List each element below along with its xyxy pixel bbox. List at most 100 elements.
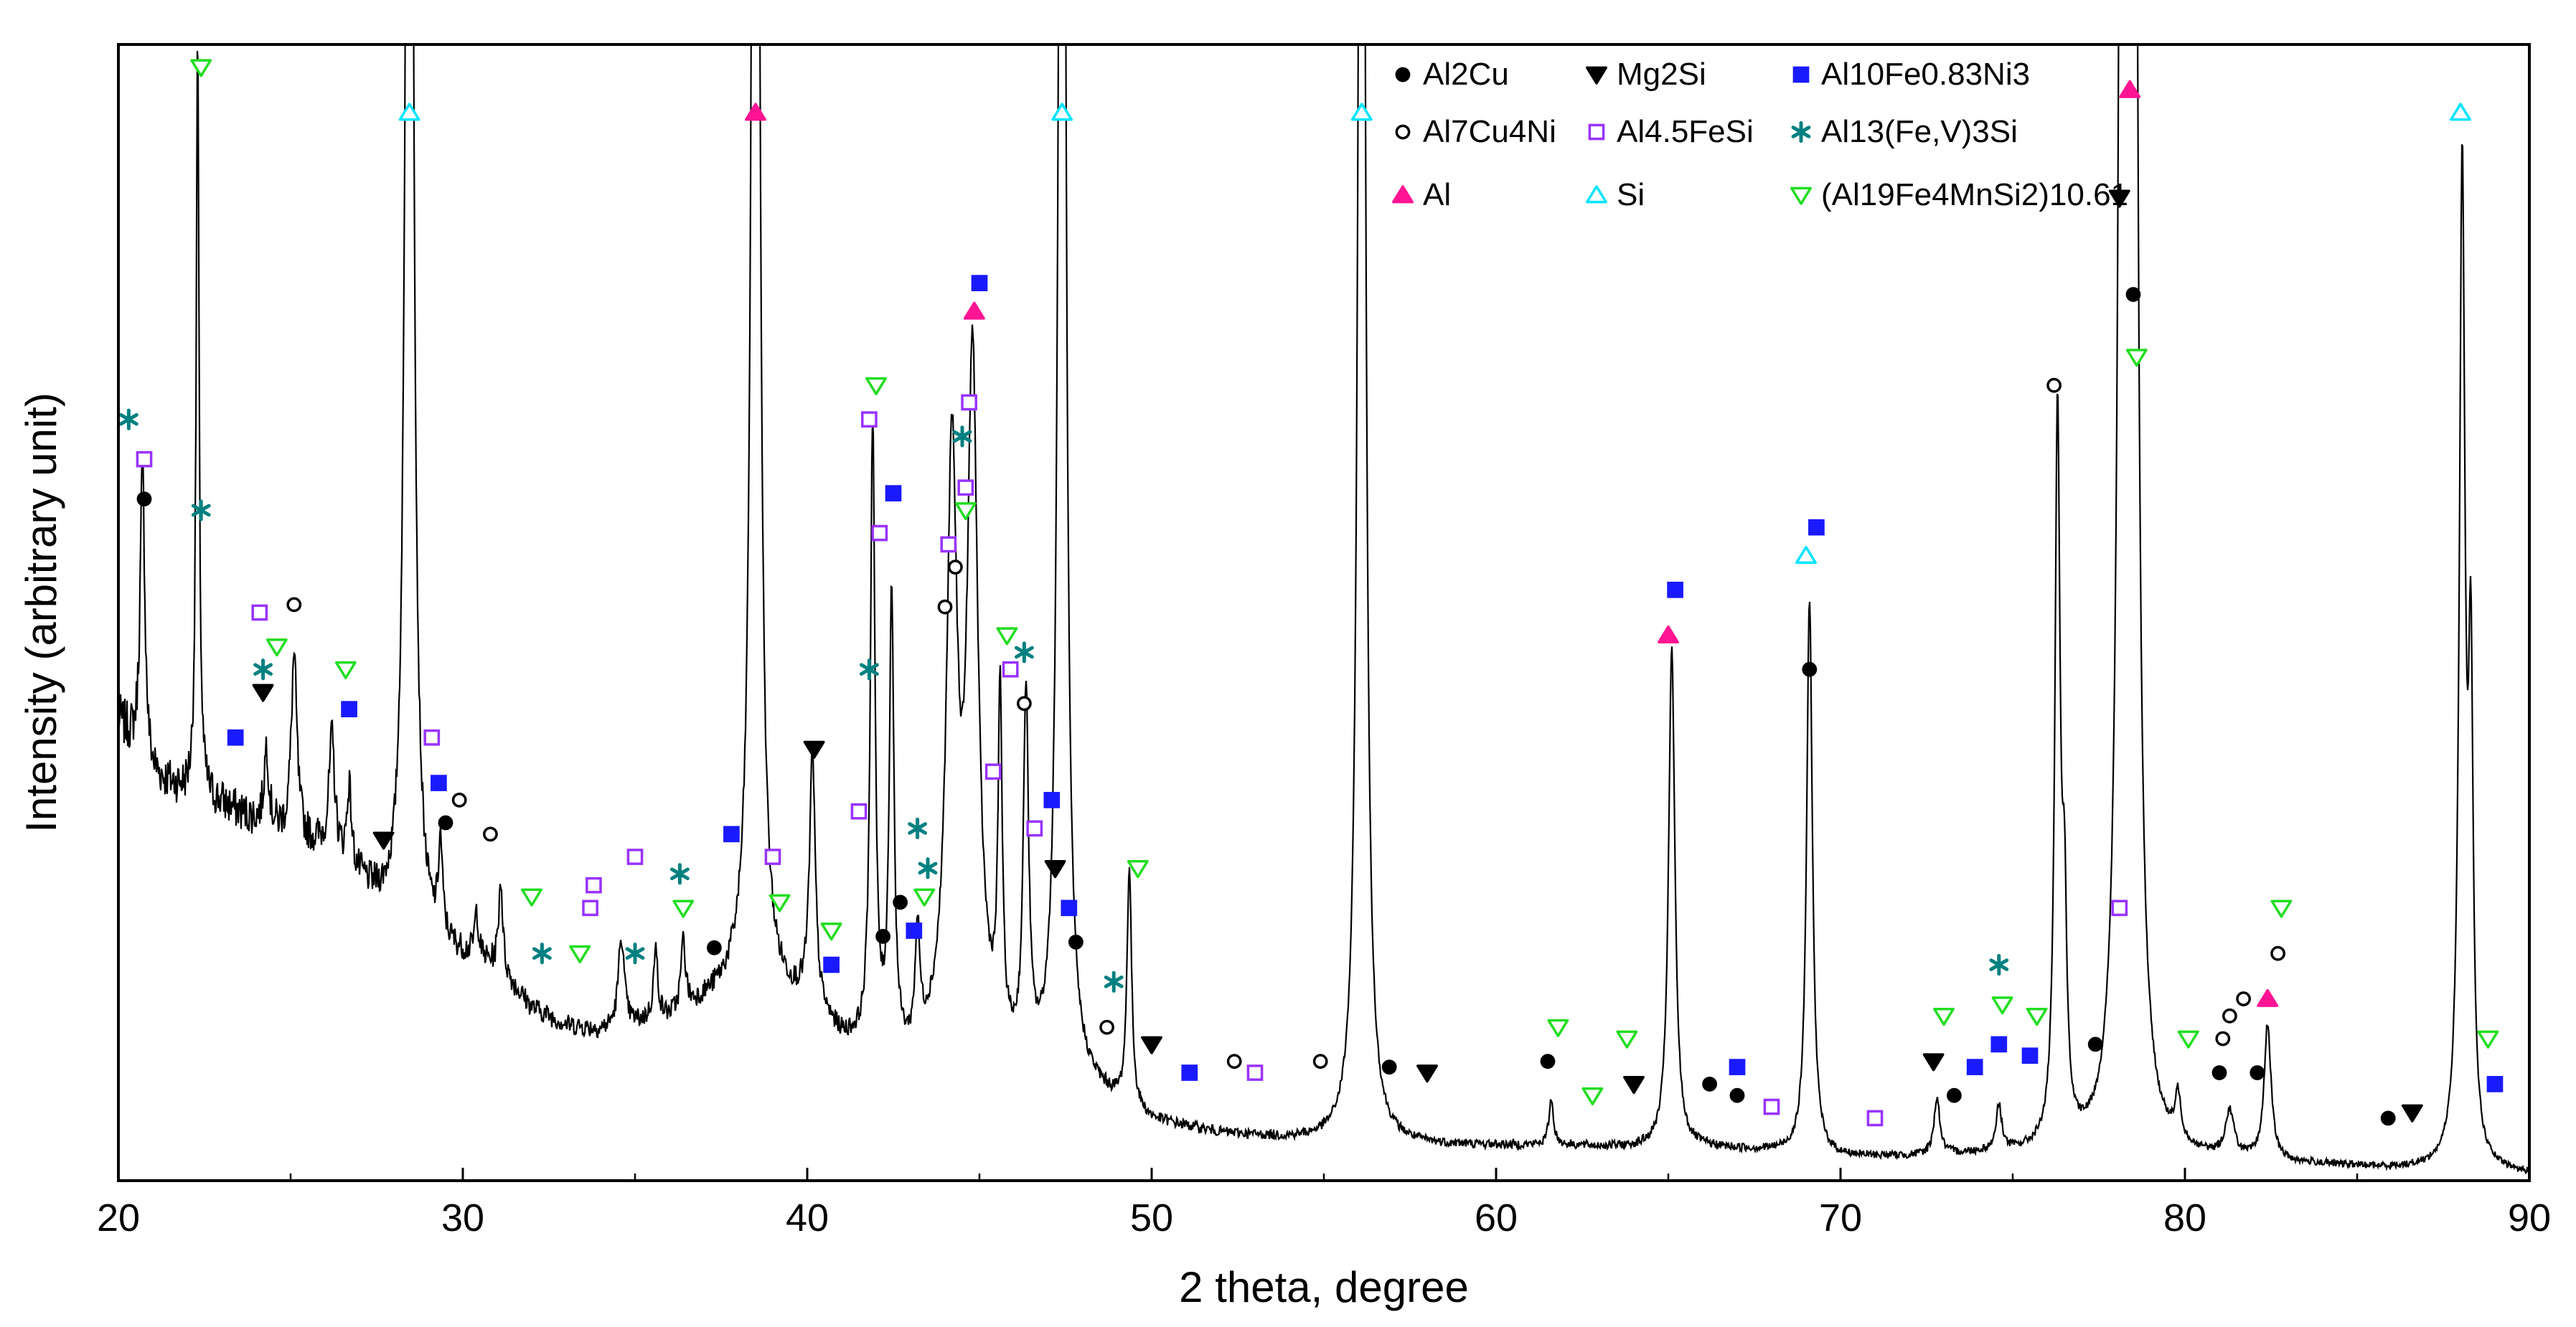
peak-marker <box>707 940 722 955</box>
peak-marker <box>1044 860 1066 879</box>
peak-marker <box>820 922 842 941</box>
peak-marker <box>2215 1031 2231 1047</box>
y-axis-title: Intensity (arbitrary unit) <box>17 392 65 833</box>
peak-marker <box>423 729 441 746</box>
peak-marker <box>1866 1110 1884 1127</box>
peak-marker <box>971 275 988 291</box>
peak-marker <box>952 425 972 448</box>
peak-marker <box>1051 103 1073 121</box>
peak-marker <box>521 888 542 907</box>
peak-marker <box>2486 1076 2504 1092</box>
peak-marker <box>906 922 923 939</box>
peak-marker <box>1540 1054 1556 1069</box>
peak-marker <box>937 599 953 615</box>
legend-marker <box>1588 123 1605 141</box>
peak-marker <box>908 817 928 840</box>
peak-marker <box>438 815 453 831</box>
peak-marker <box>1763 1098 1780 1115</box>
peak-marker <box>1246 1064 1264 1081</box>
legend-marker <box>1392 185 1414 204</box>
peak-marker <box>431 775 447 791</box>
peak-marker <box>1616 1030 1638 1049</box>
peak-marker <box>1350 103 1373 121</box>
peak-marker <box>253 658 273 681</box>
peak-marker <box>963 301 985 320</box>
peak-marker <box>2108 189 2130 208</box>
peak-marker <box>190 59 212 77</box>
plot-frame <box>117 43 2531 1182</box>
peak-marker <box>2236 991 2251 1006</box>
peak-marker <box>1547 1019 1569 1037</box>
legend-label: Al13(Fe,V)3Si <box>1821 114 2018 149</box>
peak-marker <box>1808 519 1825 536</box>
peak-marker <box>2087 1036 2103 1052</box>
peak-marker <box>191 499 211 521</box>
legend-marker <box>1790 186 1812 205</box>
peak-marker <box>252 684 274 702</box>
peak-marker <box>803 740 825 759</box>
peak-marker <box>2177 1030 2199 1049</box>
peak-marker <box>1061 899 1078 917</box>
peak-marker <box>885 485 902 502</box>
peak-marker <box>1099 1019 1114 1035</box>
legend-label: (Al19Fe4MnSi2)10.61 <box>1821 177 2128 212</box>
legend-label: Al10Fe0.83Ni3 <box>1821 57 2030 92</box>
peak-marker <box>2270 945 2285 961</box>
legend-marker <box>1792 66 1810 83</box>
peak-marker <box>341 701 357 717</box>
peak-marker <box>2250 1065 2265 1080</box>
x-tick-label: 40 <box>786 1196 829 1239</box>
peak-marker <box>1127 860 1149 879</box>
legend-label: Mg2Si <box>1617 57 1706 92</box>
peak-marker <box>2125 287 2141 302</box>
x-tick-label: 50 <box>1130 1196 1173 1239</box>
peak-marker <box>859 658 879 681</box>
peak-marker <box>251 604 268 621</box>
x-tick-label: 30 <box>441 1196 484 1239</box>
peak-marker <box>1623 1076 1645 1095</box>
x-axis-title: 2 theta, degree <box>1179 1263 1469 1311</box>
peak-marker <box>1226 1054 1242 1069</box>
peak-marker <box>2257 988 2279 1007</box>
peak-marker <box>871 524 888 542</box>
peak-marker <box>569 945 591 963</box>
x-tick-label: 70 <box>1819 1196 1862 1239</box>
legend-entry: Al <box>1392 177 1451 212</box>
peak-marker <box>1104 971 1124 993</box>
legend-marker <box>1586 185 1607 204</box>
x-tick-label: 90 <box>2508 1196 2551 1239</box>
legend-entry: Al10Fe0.83Ni3 <box>1792 57 2030 92</box>
peak-marker <box>136 450 153 468</box>
peak-marker <box>823 956 840 973</box>
peak-marker <box>118 408 138 430</box>
peak-marker <box>2021 1047 2039 1064</box>
peak-marker <box>2119 80 2141 98</box>
peak-marker <box>334 661 357 679</box>
peak-marker <box>1181 1064 1198 1081</box>
peak-marker <box>2046 377 2062 393</box>
legend-entry: Al2Cu <box>1395 57 1509 92</box>
peak-marker <box>768 894 791 912</box>
peak-marker <box>723 826 740 843</box>
peak-marker <box>954 502 977 521</box>
peak-marker <box>1141 1036 1162 1054</box>
legend-entry: Si <box>1586 177 1645 212</box>
trace-layer <box>118 44 2529 1175</box>
peak-marker <box>948 559 963 575</box>
x-tick-label: 20 <box>97 1196 140 1239</box>
peak-marker <box>586 877 602 894</box>
legend-label: Al2Cu <box>1423 57 1509 92</box>
peak-marker <box>625 943 645 965</box>
legend-label: Si <box>1617 177 1645 212</box>
peak-marker <box>1017 696 1032 712</box>
legend-marker <box>1395 67 1411 82</box>
peak-marker <box>1989 953 2009 976</box>
x-tick-label: 80 <box>2163 1196 2206 1239</box>
peak-marker <box>265 638 288 657</box>
peak-marker <box>669 863 690 885</box>
peak-marker <box>940 536 957 553</box>
peak-marker <box>861 411 878 428</box>
peak-marker <box>1991 996 2013 1015</box>
peak-marker <box>1729 1059 1746 1075</box>
peak-marker <box>1581 1087 1604 1105</box>
